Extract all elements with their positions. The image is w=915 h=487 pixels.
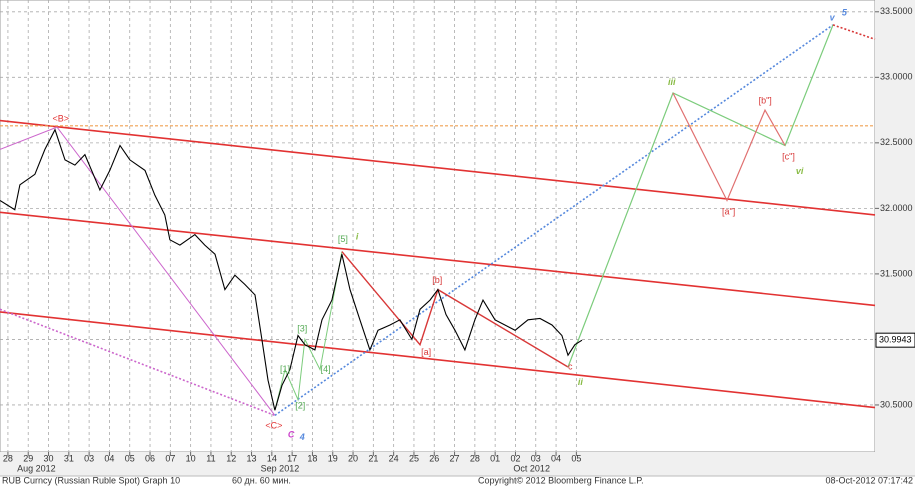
wave-label: c: [568, 361, 573, 371]
overlay-line: [0, 211, 876, 307]
wave-label: <C>: [265, 420, 282, 430]
wave-label: [1]: [280, 364, 290, 374]
wave-label: [c"]: [782, 152, 795, 162]
footer-ticker: RUB Curncy (Russian Ruble Spot) Graph 10: [2, 475, 180, 485]
x-tick-label: 01: [490, 453, 500, 463]
last-price-label: 30.9943: [879, 335, 912, 345]
month-label: Oct 2012: [513, 463, 550, 473]
overlay-line: [274, 24, 834, 417]
x-tick-label: 28: [3, 453, 13, 463]
x-tick-label: 11: [206, 453, 215, 463]
x-tick-label: 03: [84, 453, 94, 463]
x-tick-label: 29: [23, 453, 33, 463]
x-tick-label: 12: [226, 453, 236, 463]
wave-label: iii: [668, 77, 676, 87]
x-tick-label: 25: [409, 453, 419, 463]
wave-label: [b"]: [759, 95, 772, 105]
x-tick-label: 17: [287, 453, 297, 463]
overlay-line: [0, 311, 876, 409]
x-tick-label: 31: [64, 453, 74, 463]
wave-label: [b]: [432, 275, 442, 285]
wave-label: <B>: [52, 114, 69, 124]
y-tick-label: 32.5000: [880, 137, 913, 147]
y-tick-label: 30.5000: [880, 399, 913, 409]
wave-label: 4: [299, 432, 305, 442]
wave-label: vi: [796, 166, 804, 176]
overlay-line: [567, 24, 834, 368]
x-tick-label: 05: [125, 453, 135, 463]
x-tick-label: 05: [571, 453, 581, 463]
overlay-line: [832, 24, 876, 41]
x-tick-label: 06: [145, 453, 155, 463]
x-tick-label: 10: [186, 453, 196, 463]
y-tick-label: 31.5000: [880, 268, 913, 278]
wave-label: [3]: [297, 323, 307, 333]
y-tick-label: 33.5000: [880, 6, 913, 16]
y-tick-label: 32.0000: [880, 203, 913, 213]
wave-label: v: [830, 13, 836, 23]
wave-label: [2]: [295, 401, 305, 411]
overlay-line: [0, 126, 276, 416]
wave-label: [4]: [321, 364, 331, 374]
overlay-line: [274, 251, 343, 411]
x-axis-area: [0, 452, 915, 476]
plot-area: [0, 0, 876, 453]
x-tick-label: 18: [307, 453, 317, 463]
wave-label: [a]: [421, 347, 431, 357]
overlay-line: [0, 119, 876, 216]
x-tick-label: 26: [429, 453, 439, 463]
overlay-line: [672, 92, 786, 202]
month-label: Aug 2012: [17, 463, 56, 473]
y-axis-area: [875, 0, 915, 452]
footer-timestamp: 08-Oct-2012 07:17:42: [825, 475, 913, 485]
price-line: [0, 128, 583, 411]
x-tick-label: 20: [348, 453, 358, 463]
month-label: Sep 2012: [261, 463, 300, 473]
x-tick-label: 04: [551, 453, 561, 463]
last-price-box: [875, 332, 915, 348]
x-tick-label: 13: [247, 453, 257, 463]
footer-copyright: Copyright© 2012 Bloomberg Finance L.P.: [478, 475, 644, 485]
x-tick-label: 14: [267, 453, 277, 463]
overlay-line: [0, 308, 276, 417]
x-tick-label: 27: [450, 453, 460, 463]
wave-label: C: [288, 429, 295, 439]
wave-label: [5]: [338, 234, 348, 244]
x-tick-label: 03: [531, 453, 541, 463]
y-tick-label: 33.0000: [880, 72, 913, 82]
wave-label: ii: [578, 377, 584, 387]
x-tick-label: 04: [104, 453, 114, 463]
wave-label: [a"]: [722, 207, 735, 217]
x-tick-label: 02: [510, 453, 520, 463]
x-tick-label: 07: [165, 453, 175, 463]
wave-label: i: [356, 232, 359, 242]
footer-period: 60 дн. 60 мин.: [232, 475, 291, 485]
x-tick-label: 19: [328, 453, 338, 463]
wave-label: 5: [842, 7, 848, 17]
x-tick-label: 24: [389, 453, 399, 463]
x-tick-label: 28: [470, 453, 480, 463]
x-tick-label: 30: [44, 453, 54, 463]
overlay-line: [341, 251, 569, 368]
x-tick-label: 21: [368, 453, 378, 463]
